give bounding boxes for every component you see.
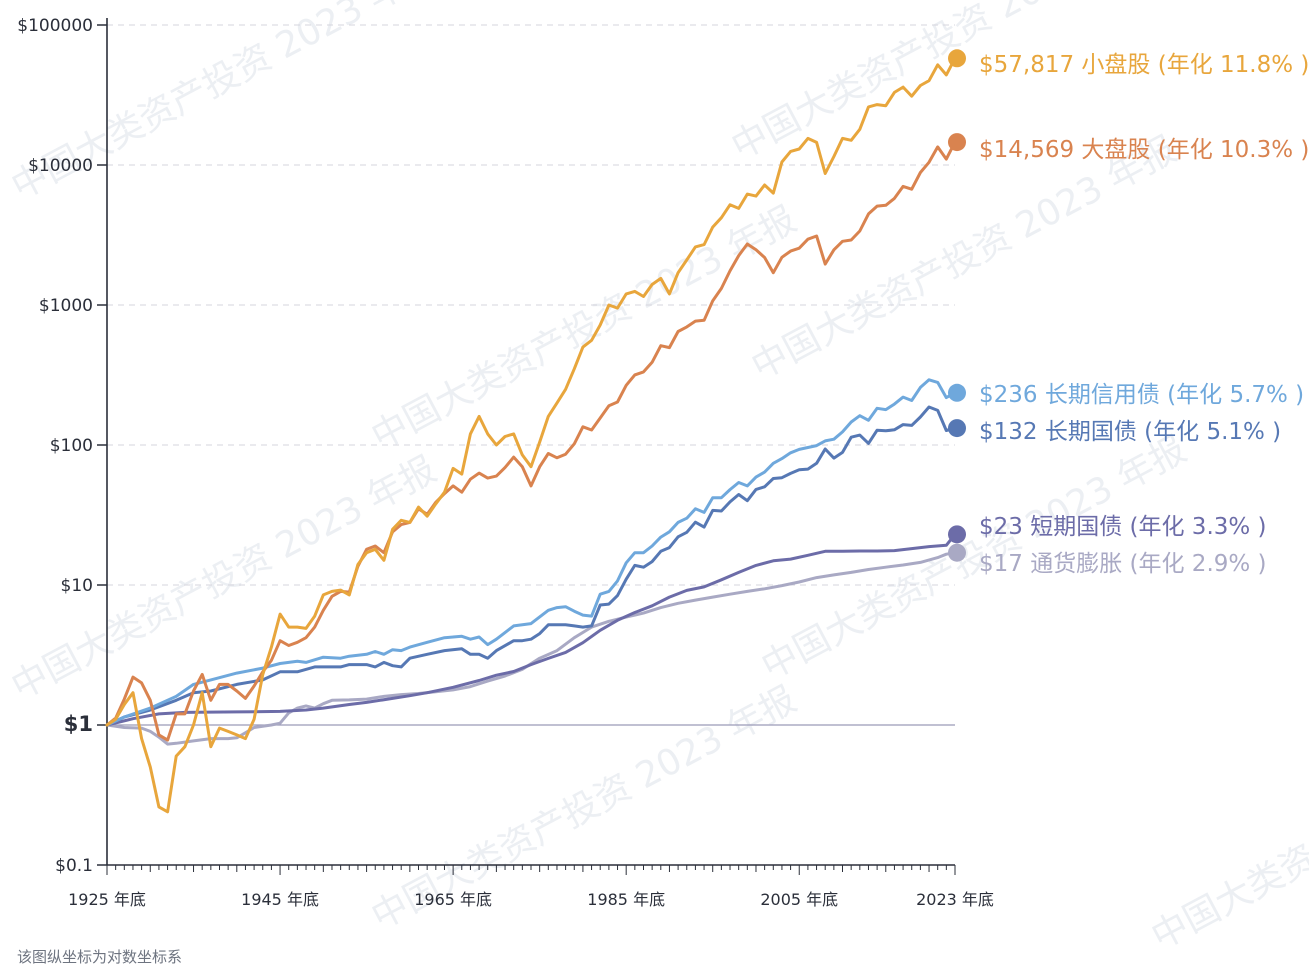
end-label-small_cap: $57,817 小盘股 (年化 11.8% ) bbox=[979, 52, 1309, 78]
series-line-large_cap bbox=[105, 140, 957, 742]
y-tick-label: $1 bbox=[64, 712, 93, 736]
y-tick-label: $1000 bbox=[39, 296, 93, 316]
y-axis-ticks: $100000 $10000 $1000 $100 $10 $1 $0.1 bbox=[17, 16, 107, 876]
y-tick-label: $0.1 bbox=[55, 856, 93, 876]
series-lines bbox=[105, 56, 957, 814]
watermark-text: 中国大类资产投资 2023 年报 bbox=[745, 129, 1183, 388]
series-line-lt_gov bbox=[105, 405, 957, 727]
end-marker-lt_corp bbox=[948, 383, 966, 402]
end-marker-large_cap bbox=[948, 133, 966, 152]
end-label-inflation: $17 通货膨胀 (年化 2.9% ) bbox=[979, 551, 1267, 577]
x-tick-label: 2005 年底 bbox=[760, 890, 838, 909]
end-marker-small_cap bbox=[948, 49, 966, 68]
end-label-lt_gov: $132 长期国债 (年化 5.1% ) bbox=[979, 419, 1281, 445]
end-label-st_gov: $23 短期国债 (年化 3.3% ) bbox=[979, 514, 1267, 540]
series-line-inflation bbox=[105, 551, 957, 746]
end-marker-lt_gov bbox=[948, 419, 966, 438]
end-marker-inflation bbox=[948, 543, 966, 562]
series-line-st_gov bbox=[105, 532, 957, 727]
x-tick-label: 2023 年底 bbox=[916, 890, 994, 909]
series-end-markers: $57,817 小盘股 (年化 11.8% ) $14,569 大盘股 (年化 1… bbox=[948, 49, 1309, 577]
series-line-lt_corp bbox=[105, 378, 957, 727]
y-tick-label: $10000 bbox=[28, 156, 93, 176]
y-tick-label: $100 bbox=[50, 436, 93, 456]
y-tick-label: $10 bbox=[61, 576, 93, 596]
watermark-text: 中国大类资产投资 2023 年报 bbox=[365, 199, 803, 458]
x-tick-label: 1945 年底 bbox=[241, 890, 319, 909]
end-marker-st_gov bbox=[948, 525, 966, 544]
y-tick-label: $100000 bbox=[17, 16, 93, 36]
log-scale-note: 该图纵坐标为对数坐标系 bbox=[17, 948, 183, 966]
series-line-small_cap bbox=[105, 56, 957, 814]
x-axis-ticks: 1925 年底 1945 年底 1965 年底 1985 年底 2005 年底 2023 … bbox=[68, 865, 994, 909]
x-tick-label: 1925 年底 bbox=[68, 890, 146, 909]
watermark-text: 中国大类资产投资 2023 年报 bbox=[1145, 699, 1309, 958]
x-tick-label: 1965 年底 bbox=[414, 890, 492, 909]
end-label-large_cap: $14,569 大盘股 (年化 10.3% ) bbox=[979, 137, 1309, 163]
x-tick-label: 1985 年底 bbox=[587, 890, 665, 909]
end-label-lt_corp: $236 长期信用债 (年化 5.7% ) bbox=[979, 382, 1304, 408]
